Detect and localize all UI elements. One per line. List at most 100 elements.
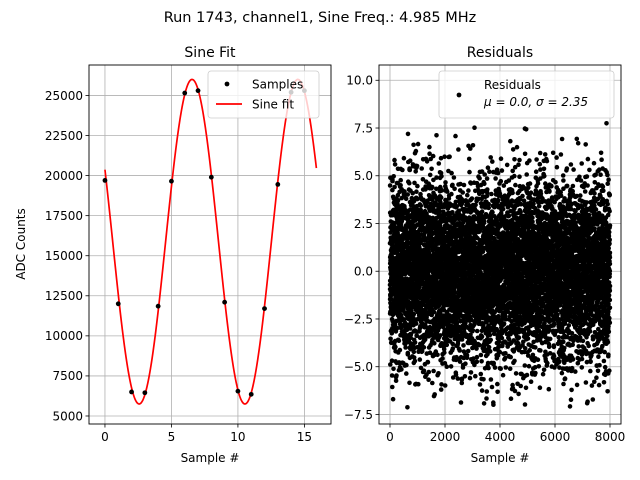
residual-point (508, 138, 513, 144)
residual-point (401, 155, 407, 161)
residual-point (512, 388, 518, 394)
residual-point (434, 133, 439, 138)
residual-point (491, 402, 496, 408)
residual-point (403, 227, 409, 233)
residual-point (442, 383, 448, 388)
residual-point (408, 335, 414, 341)
residual-point (421, 345, 427, 350)
residual-point (496, 314, 501, 319)
residual-point (513, 182, 518, 188)
residual-point (462, 374, 468, 379)
x-tick-label: 10 (230, 430, 245, 444)
residual-point (474, 328, 480, 334)
residual-point (413, 148, 419, 154)
residual-point (516, 391, 521, 397)
residual-point (484, 396, 489, 401)
residual-point (491, 360, 497, 366)
residual-point (498, 178, 504, 184)
residual-point (466, 156, 472, 162)
residual-point (516, 335, 522, 340)
residual-point (419, 166, 425, 171)
residual-point (405, 192, 411, 197)
sine-fit-axes-frame (88, 64, 332, 425)
residual-point (432, 392, 438, 397)
y-tick-label: 25000 (45, 89, 83, 103)
sine-fit-line (104, 78, 318, 405)
residual-point (477, 176, 482, 181)
residual-point (397, 347, 403, 353)
residual-point (512, 358, 517, 364)
sample-point (275, 181, 281, 187)
residual-point (477, 382, 483, 387)
residual-point (489, 384, 495, 390)
residual-point (508, 354, 513, 360)
residual-point (414, 333, 420, 338)
residual-point (425, 360, 431, 365)
residual-point (498, 156, 504, 161)
residual-point (393, 344, 398, 350)
residual-point (411, 199, 417, 204)
residual-point (452, 186, 457, 192)
x-tick-label: 0 (101, 430, 109, 444)
residual-point (459, 380, 465, 386)
residual-point (513, 371, 519, 376)
residual-point (479, 359, 484, 364)
residual-point (413, 169, 419, 174)
residual-point (390, 178, 395, 184)
residual-point (478, 352, 484, 358)
residual-point (404, 371, 409, 376)
residual-point (414, 163, 420, 169)
residual-point (451, 175, 457, 180)
residual-point (487, 332, 493, 338)
residual-point (516, 162, 521, 167)
residual-point (486, 365, 491, 371)
residual-point (522, 402, 528, 407)
y-tick-label: 12500 (45, 289, 83, 303)
residual-point (403, 341, 408, 347)
sine-fit-panel: Sine Fit 0 5 10 155000750010000125001500017… (14, 45, 332, 465)
residual-point (389, 331, 395, 336)
residual-point (444, 364, 450, 370)
residual-point (460, 190, 466, 195)
residual-point (485, 187, 490, 192)
residual-point (449, 170, 454, 176)
legend-samples-label: Samples (252, 78, 303, 92)
residual-point (458, 400, 464, 405)
residual-point (411, 355, 417, 360)
residual-point (472, 125, 477, 130)
residual-point (394, 325, 400, 331)
residual-point (412, 180, 417, 186)
residual-point (407, 180, 412, 186)
sample-point (155, 303, 161, 309)
residual-point (403, 345, 408, 350)
residual-point (495, 170, 501, 176)
residual-point (503, 365, 509, 370)
residual-point (457, 348, 463, 353)
residual-point (389, 358, 395, 364)
residual-point (488, 155, 494, 160)
residuals-title: Residuals (467, 45, 533, 61)
residual-point (427, 172, 433, 178)
residual-point (518, 201, 524, 207)
residual-point (512, 157, 517, 162)
sample-point (208, 174, 214, 180)
residuals-panel: Residuals 0 2000 4000 6000 8000−7.5−5.0−2.50… (344, 45, 625, 465)
residual-point (488, 337, 494, 343)
residual-point (410, 190, 416, 196)
residual-point (429, 166, 434, 172)
residual-point (394, 318, 399, 324)
y-tick-label: 7500 (52, 369, 83, 383)
legend-samples-marker (224, 81, 230, 87)
y-tick-label: 20000 (45, 169, 83, 183)
residual-point (388, 362, 393, 367)
residual-point (421, 368, 427, 374)
residual-point (506, 213, 512, 219)
sample-point (235, 388, 241, 394)
residual-point (482, 181, 487, 187)
residual-point (432, 341, 437, 346)
residual-point (469, 196, 475, 201)
sample-point (169, 178, 174, 184)
residual-point (391, 174, 397, 179)
residual-point (436, 161, 442, 166)
residual-point (438, 195, 444, 200)
